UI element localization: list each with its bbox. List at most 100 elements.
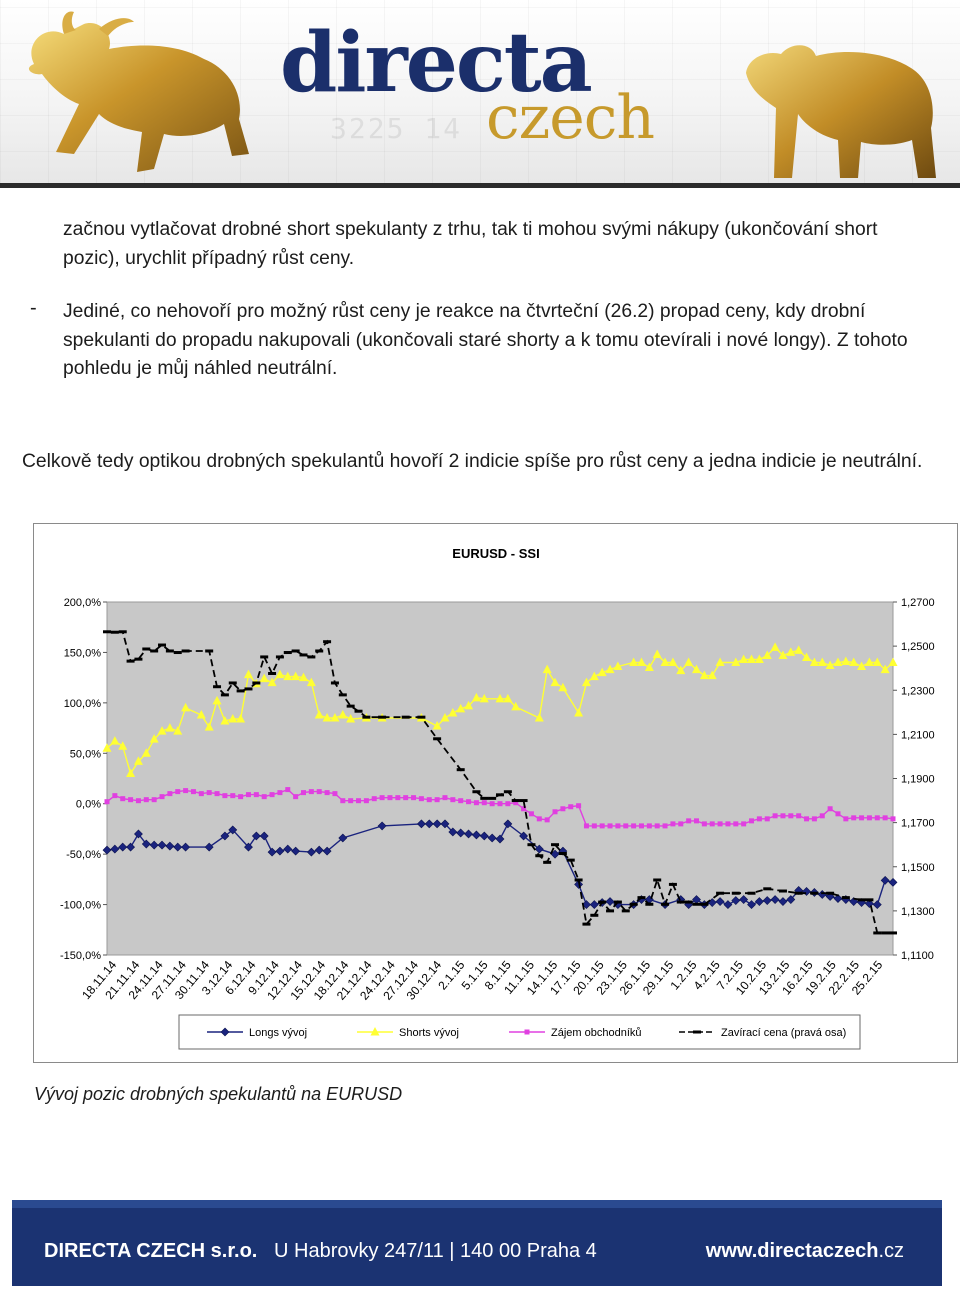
longs-point: [322, 846, 332, 856]
longs-point: [251, 831, 261, 841]
close-price-point: [480, 796, 489, 800]
close-price-point: [574, 878, 583, 882]
interest-point: [104, 799, 110, 805]
footer-bar: DIRECTA CZECH s.r.o. U Habrovky 247/11 |…: [12, 1200, 942, 1286]
shorts-point: [786, 647, 796, 656]
footer-company-name: DIRECTA CZECH s.r.o.: [44, 1240, 258, 1262]
close-price-point: [826, 891, 835, 895]
interest-point: [749, 818, 755, 824]
close-price-point: [889, 931, 897, 935]
close-price-point: [236, 689, 245, 693]
longs-point: [291, 846, 301, 856]
longs-point: [165, 841, 175, 851]
y-right-tick-label: 1,1700: [901, 818, 935, 830]
shorts-point: [102, 743, 112, 752]
longs-point: [715, 897, 725, 906]
header-banner: 3225 14 directa czech: [0, 0, 960, 188]
close-price-point: [527, 843, 536, 847]
shorts-point: [495, 693, 505, 703]
footer-website-main: www.directaczech: [705, 1240, 879, 1262]
legend-label: Zavírací cena (pravá osa): [721, 1027, 846, 1039]
close-price-point: [661, 902, 670, 906]
interest-point: [524, 1029, 530, 1035]
interest-point: [426, 797, 432, 803]
longs-point: [731, 896, 741, 905]
shorts-point: [259, 673, 269, 683]
y-left-tick-label: 0,0%: [76, 799, 101, 811]
shorts-point: [275, 669, 285, 679]
interest-point: [293, 794, 299, 800]
interest-point: [418, 796, 424, 802]
longs-point: [110, 844, 120, 854]
close-price-point: [134, 657, 143, 661]
close-price-point: [503, 790, 512, 794]
y-right-tick-label: 1,1900: [901, 774, 935, 786]
y-left-tick-label: 200,0%: [64, 597, 102, 609]
longs-point: [589, 900, 599, 909]
longs-point: [471, 830, 481, 840]
interest-point: [348, 798, 354, 804]
footer-website-link[interactable]: www.directaczech.cz: [706, 1240, 904, 1263]
close-price-point: [566, 858, 575, 862]
interest-point: [308, 789, 314, 795]
longs-point: [495, 834, 505, 844]
close-price-point: [747, 891, 756, 895]
close-price-point: [472, 790, 481, 794]
shorts-point: [133, 756, 143, 765]
close-price-point: [252, 681, 261, 685]
longs-point: [747, 900, 756, 909]
interest-point: [694, 818, 699, 824]
shorts-point: [574, 707, 584, 717]
interest-point: [128, 797, 134, 803]
longs-point: [888, 877, 898, 887]
y-left-tick-label: 100,0%: [64, 698, 102, 710]
longs-point: [267, 847, 277, 857]
footer-address: U Habrovky 247/11 | 140 00 Praha 4: [274, 1240, 597, 1262]
close-price-point: [676, 900, 685, 904]
interest-point: [772, 813, 778, 819]
close-price-point: [684, 900, 693, 904]
longs-point: [157, 840, 167, 850]
interest-point: [379, 795, 385, 801]
shorts-point: [236, 713, 246, 723]
paragraph-neutral-argument: Jediné, co nehovoří pro možný růst ceny …: [63, 301, 908, 379]
close-price-point: [228, 681, 237, 685]
close-price-point: [810, 891, 819, 895]
interest-point: [481, 800, 487, 806]
y-right-tick-label: 1,2100: [901, 729, 935, 741]
interest-point: [859, 815, 865, 821]
legend-label: Longs vývoj: [249, 1027, 307, 1039]
interest-point: [607, 823, 613, 829]
shorts-point: [794, 645, 804, 654]
interest-point: [835, 811, 841, 817]
interest-point: [670, 821, 676, 827]
longs-point: [872, 900, 882, 909]
interest-point: [528, 811, 534, 817]
interest-point: [568, 804, 574, 810]
longs-point: [220, 831, 230, 841]
shorts-point: [880, 664, 890, 674]
y-right-tick-label: 1,2700: [901, 597, 935, 609]
interest-point: [662, 823, 668, 829]
interest-point: [827, 806, 833, 812]
longs-point: [228, 825, 238, 835]
interest-point: [717, 821, 723, 827]
paragraph-continuation: začnou vytlačovat drobné short spekulant…: [63, 219, 878, 269]
longs-point: [259, 831, 269, 841]
close-price-point: [551, 843, 560, 847]
longs-point: [519, 831, 529, 841]
shorts-point: [739, 654, 749, 663]
interest-point: [505, 801, 511, 807]
y-left-tick-label: 150,0%: [64, 647, 102, 659]
longs-point: [605, 897, 615, 906]
interest-point: [253, 792, 259, 798]
close-price-point: [558, 852, 567, 856]
shorts-point: [778, 650, 788, 659]
close-price-point: [543, 860, 552, 864]
interest-point: [473, 800, 479, 806]
close-price-point: [126, 659, 135, 663]
longs-point: [118, 842, 128, 852]
interest-point: [796, 813, 802, 819]
shorts-point: [511, 701, 521, 711]
interest-point: [442, 795, 448, 801]
